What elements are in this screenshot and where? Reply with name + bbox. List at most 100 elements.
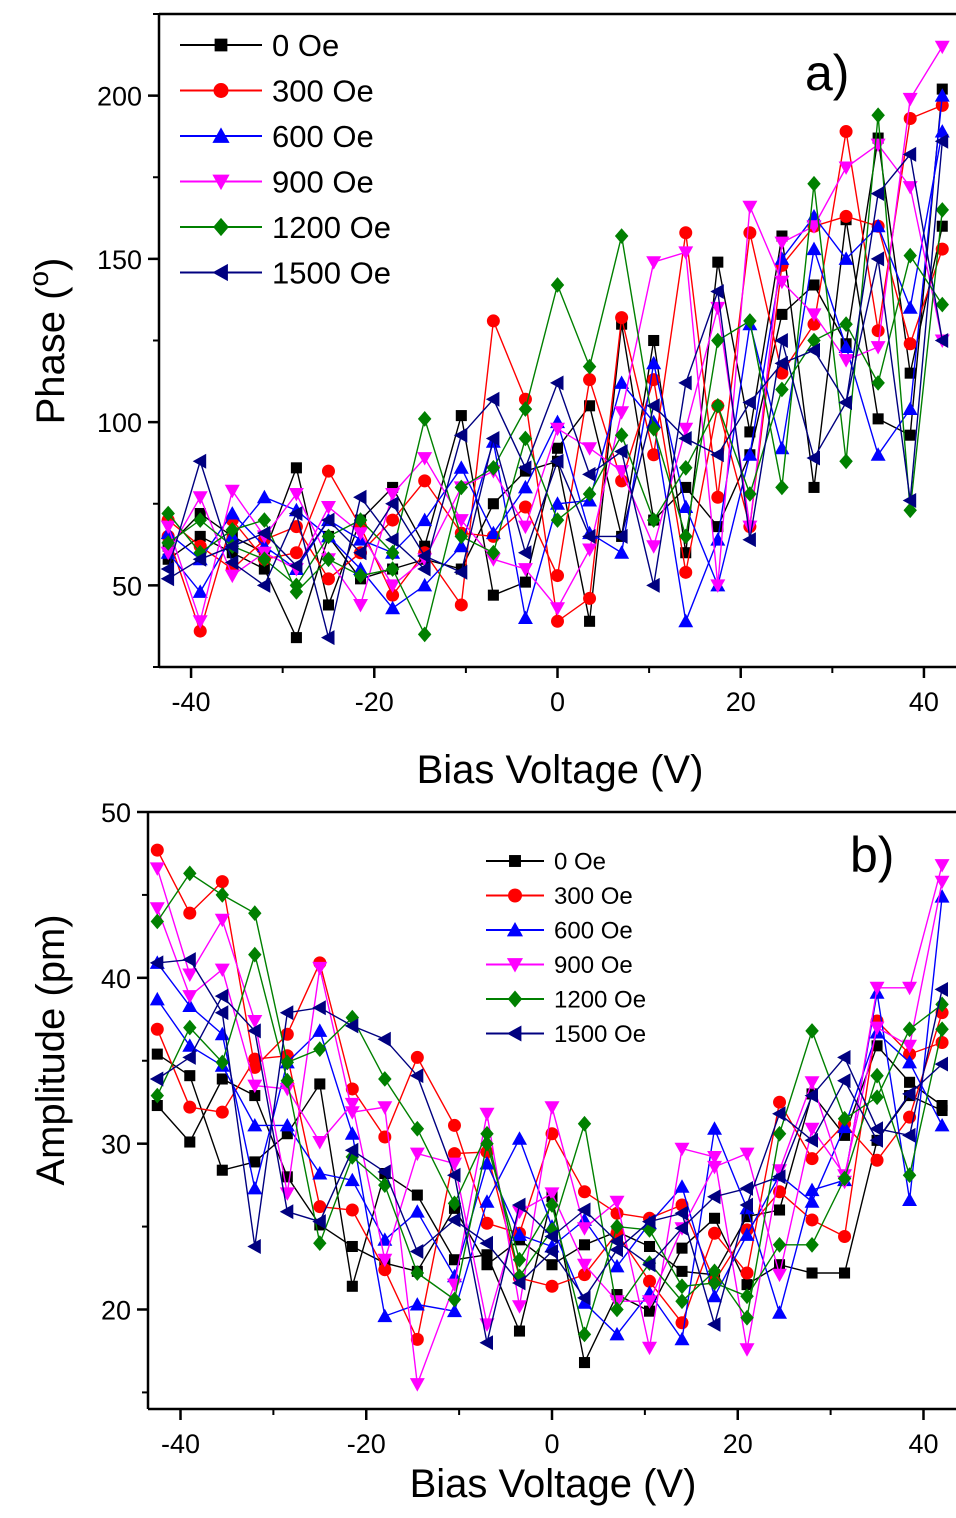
- data-point: [707, 1317, 721, 1332]
- data-point: [353, 527, 368, 541]
- y-tick-label: 50: [112, 571, 142, 601]
- data-point: [678, 613, 694, 628]
- data-point: [248, 905, 262, 921]
- data-point: [741, 1211, 753, 1223]
- data-point: [869, 1132, 883, 1148]
- data-point: [935, 1006, 949, 1020]
- data-point: [775, 366, 789, 380]
- data-point: [410, 1265, 425, 1281]
- data-point: [160, 546, 176, 561]
- data-point: [679, 565, 693, 579]
- data-point: [773, 1095, 787, 1109]
- data-point: [149, 1071, 164, 1087]
- data-point: [934, 333, 949, 348]
- data-point: [870, 138, 886, 153]
- data-point: [385, 600, 401, 615]
- data-point: [313, 1041, 327, 1057]
- legend-label: 1500 Oe: [272, 256, 391, 291]
- data-point: [214, 1005, 229, 1021]
- data-point: [583, 373, 597, 387]
- series-1200-oe: [150, 865, 949, 1343]
- data-point: [743, 226, 757, 240]
- data-point: [707, 1160, 722, 1175]
- data-point: [312, 961, 328, 976]
- y-tick-label: 150: [97, 245, 142, 275]
- data-point: [149, 862, 165, 876]
- data-point: [648, 334, 660, 347]
- data-point: [646, 355, 662, 370]
- data-point: [675, 1293, 689, 1310]
- legend-marker: [507, 990, 523, 1008]
- data-point: [774, 236, 790, 250]
- data-point: [807, 317, 821, 331]
- data-point: [582, 486, 597, 502]
- data-point: [807, 175, 821, 192]
- data-point: [353, 599, 368, 613]
- data-point: [934, 124, 950, 138]
- data-point: [904, 1076, 916, 1088]
- data-point: [934, 40, 950, 55]
- data-point: [256, 525, 271, 541]
- legend-label: 1200 Oe: [554, 987, 646, 1014]
- data-point: [312, 1166, 328, 1180]
- data-point: [386, 513, 400, 527]
- data-point: [838, 354, 854, 368]
- data-point: [934, 875, 950, 890]
- data-point: [739, 1227, 755, 1241]
- data-point: [344, 1142, 359, 1158]
- data-point: [577, 1202, 591, 1218]
- data-point: [481, 1249, 493, 1261]
- data-point: [707, 1189, 721, 1205]
- data-point: [710, 579, 726, 593]
- data-point: [578, 1268, 592, 1282]
- data-point: [453, 564, 468, 580]
- data-point: [646, 577, 660, 593]
- y-tick-label: 40: [101, 964, 131, 994]
- data-point: [744, 426, 756, 438]
- legend-label: 0 Oe: [554, 849, 606, 876]
- data-point: [183, 1019, 197, 1036]
- legend-marker: [213, 217, 229, 237]
- data-point: [447, 1118, 461, 1132]
- data-point: [740, 1266, 754, 1280]
- panel-a-y-axis-title-sup: o: [23, 271, 54, 287]
- data-point: [676, 1242, 688, 1254]
- data-point: [642, 1295, 657, 1309]
- data-point: [518, 520, 533, 535]
- data-point: [192, 584, 208, 598]
- data-point: [544, 1244, 558, 1259]
- data-point: [805, 1152, 819, 1166]
- data-point: [224, 555, 239, 570]
- data-point: [710, 447, 724, 463]
- data-point: [546, 1259, 558, 1271]
- data-point: [804, 1076, 820, 1090]
- data-point: [353, 545, 367, 561]
- data-point: [551, 442, 564, 454]
- data-point: [740, 1288, 754, 1305]
- data-point: [712, 256, 724, 268]
- data-point: [935, 202, 949, 218]
- data-point: [279, 1118, 295, 1132]
- data-point: [805, 1237, 819, 1253]
- data-point: [518, 545, 532, 561]
- data-point: [385, 579, 401, 593]
- data-point: [485, 525, 501, 540]
- data-point: [679, 226, 693, 240]
- data-point: [512, 1268, 527, 1285]
- data-point: [321, 572, 335, 586]
- data-point: [614, 406, 630, 420]
- data-point: [838, 161, 854, 175]
- x-tick-label: 20: [726, 687, 756, 717]
- data-point: [550, 512, 565, 528]
- data-point: [774, 1259, 786, 1271]
- data-point: [409, 1147, 425, 1162]
- data-point: [247, 1023, 261, 1039]
- data-point: [419, 540, 431, 552]
- data-point: [149, 955, 164, 971]
- data-point: [214, 913, 230, 928]
- data-point: [513, 1325, 526, 1337]
- data-point: [447, 1291, 462, 1308]
- data-point: [312, 1000, 326, 1016]
- data-point: [711, 398, 725, 414]
- data-point: [417, 561, 431, 577]
